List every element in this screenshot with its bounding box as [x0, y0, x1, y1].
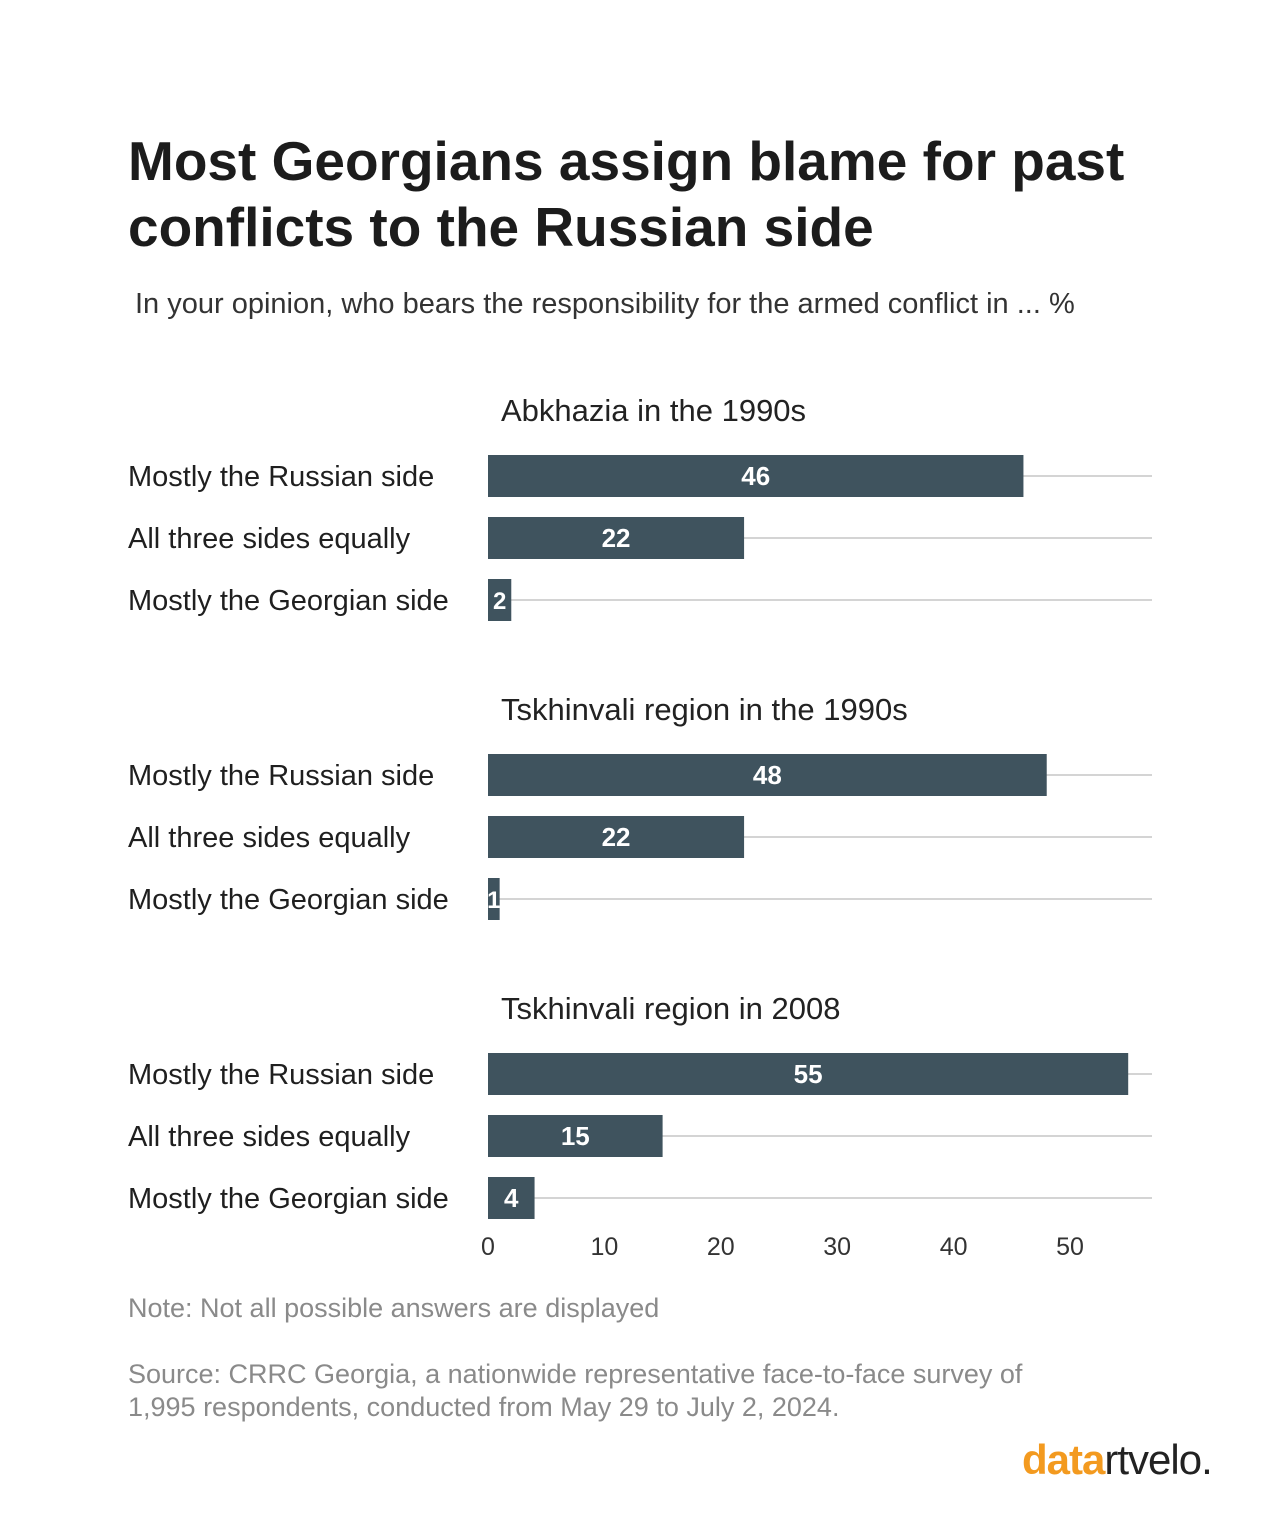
panel-title: Tskhinvali region in 2008 — [501, 991, 841, 1026]
x-tick-label: 40 — [940, 1233, 968, 1261]
chart-source: Source: CRRC Georgia, a nationwide repre… — [128, 1359, 1023, 1422]
category-label: Mostly the Georgian side — [128, 585, 449, 617]
bar — [488, 1177, 535, 1219]
category-label: Mostly the Georgian side — [128, 884, 449, 916]
category-label: All three sides equally — [128, 523, 411, 555]
bar-value-label: 55 — [794, 1059, 823, 1089]
bar — [488, 1053, 1129, 1095]
bar-value-label: 2 — [493, 588, 506, 615]
bar-value-label: 22 — [602, 822, 631, 852]
x-tick-label: 10 — [590, 1233, 618, 1261]
bar-value-label: 46 — [741, 461, 770, 491]
category-label: All three sides equally — [128, 1121, 411, 1153]
category-label: All three sides equally — [128, 822, 411, 854]
x-tick-label: 50 — [1056, 1233, 1084, 1261]
bar — [488, 816, 745, 858]
bar-value-label: 4 — [504, 1183, 519, 1213]
chart-subtitle: In your opinion, who bears the responsib… — [135, 288, 1075, 320]
category-label: Mostly the Russian side — [128, 461, 434, 493]
logo-part-rtvelo: rtvelo. — [1104, 1436, 1212, 1483]
datartvelo-logo: datartvelo. — [1022, 1436, 1213, 1484]
x-tick-label: 20 — [707, 1233, 735, 1261]
x-tick-label: 30 — [823, 1233, 851, 1261]
bar — [488, 1115, 663, 1157]
bar — [488, 517, 745, 559]
panel-title: Abkhazia in the 1990s — [501, 393, 806, 428]
bar — [488, 878, 500, 920]
bar-value-label: 48 — [753, 760, 782, 790]
bar — [488, 579, 512, 621]
bar-value-label: 22 — [602, 523, 631, 553]
panel-title: Tskhinvali region in the 1990s — [501, 692, 908, 727]
bar-chart: Abkhazia in the 1990s Mostly the Russian … — [128, 393, 1152, 1261]
bar — [488, 754, 1047, 796]
category-label: Mostly the Russian side — [128, 1059, 434, 1091]
logo-part-data: data — [1022, 1436, 1105, 1483]
chart-title: Most Georgians assign blame for past con… — [128, 130, 1125, 258]
x-tick-label: 0 — [481, 1233, 495, 1261]
chart-note: Note: Not all possible answers are displ… — [128, 1293, 660, 1323]
bar-value-label: 1 — [487, 887, 500, 914]
bar-value-label: 15 — [561, 1121, 590, 1151]
category-label: Mostly the Russian side — [128, 760, 434, 792]
category-label: Mostly the Georgian side — [128, 1183, 449, 1215]
bar — [488, 455, 1024, 497]
